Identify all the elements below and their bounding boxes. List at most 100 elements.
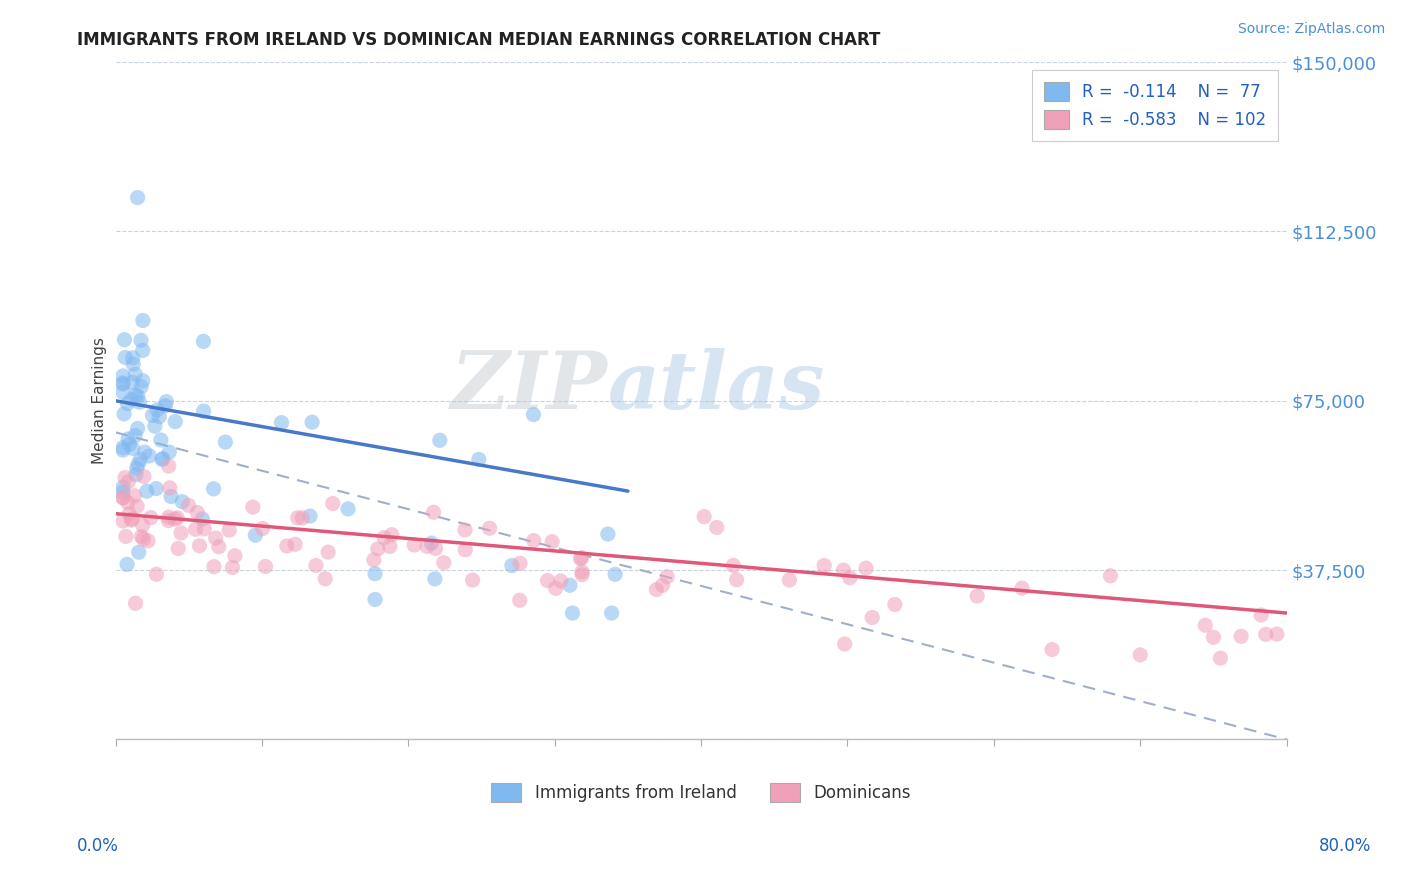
Point	[461, 573, 484, 587]
Point	[725, 573, 748, 587]
Point	[111, 376, 134, 390]
Point	[114, 351, 136, 365]
Point	[132, 469, 155, 483]
Point	[111, 377, 134, 392]
Text: IMMIGRANTS FROM IRELAND VS DOMINICAN MEDIAN EARNINGS CORRELATION CHART: IMMIGRANTS FROM IRELAND VS DOMINICAN MED…	[77, 31, 880, 49]
Text: 0.0%: 0.0%	[77, 837, 120, 855]
Point	[1099, 568, 1122, 582]
Point	[291, 511, 314, 525]
Point	[600, 606, 623, 620]
Point	[114, 333, 136, 347]
Point	[468, 452, 491, 467]
Point	[124, 489, 146, 503]
Point	[651, 578, 673, 592]
Text: Source: ZipAtlas.com: Source: ZipAtlas.com	[1237, 22, 1385, 37]
Point	[111, 385, 134, 400]
Point	[541, 534, 564, 549]
Point	[378, 539, 401, 553]
Point	[364, 592, 387, 607]
Point	[129, 452, 152, 467]
Point	[423, 572, 446, 586]
Point	[132, 343, 155, 358]
Point	[706, 520, 728, 534]
Point	[523, 533, 546, 548]
Point	[186, 506, 208, 520]
Point	[141, 409, 163, 423]
Point	[501, 558, 523, 573]
Point	[193, 334, 215, 349]
Point	[522, 408, 544, 422]
Point	[558, 578, 581, 592]
Point	[150, 452, 173, 467]
Point	[167, 541, 190, 556]
Point	[118, 437, 141, 451]
Point	[1250, 607, 1272, 622]
Point	[129, 530, 152, 544]
Point	[544, 582, 567, 596]
Point	[454, 523, 477, 537]
Point	[832, 563, 855, 577]
Point	[204, 531, 226, 545]
Point	[128, 395, 150, 409]
Point	[117, 396, 139, 410]
Point	[127, 500, 149, 514]
Point	[165, 415, 187, 429]
Point	[416, 539, 439, 553]
Point	[316, 545, 339, 559]
Point	[127, 191, 149, 205]
Point	[115, 558, 138, 572]
Point	[121, 392, 143, 407]
Point	[120, 513, 142, 527]
Point	[159, 481, 181, 495]
Point	[136, 533, 159, 548]
Point	[301, 415, 323, 429]
Point	[855, 561, 877, 575]
Point	[127, 458, 149, 472]
Point	[214, 435, 236, 450]
Point	[149, 433, 172, 447]
Point	[128, 545, 150, 559]
Point	[1129, 648, 1152, 662]
Point	[160, 490, 183, 504]
Point	[860, 610, 883, 624]
Point	[425, 541, 447, 556]
Point	[834, 637, 856, 651]
Point	[1040, 642, 1063, 657]
Point	[252, 522, 274, 536]
Point	[1265, 627, 1288, 641]
Point	[536, 574, 558, 588]
Point	[202, 482, 225, 496]
Point	[111, 485, 134, 500]
Point	[157, 459, 180, 474]
Point	[157, 445, 180, 459]
Point	[509, 593, 531, 607]
Point	[132, 313, 155, 327]
Text: atlas: atlas	[607, 349, 825, 426]
Point	[127, 389, 149, 403]
Point	[121, 512, 143, 526]
Point	[115, 529, 138, 543]
Point	[188, 539, 211, 553]
Point	[569, 552, 592, 566]
Point	[124, 596, 146, 610]
Point	[245, 528, 267, 542]
Text: 80.0%: 80.0%	[1319, 837, 1371, 855]
Point	[202, 559, 225, 574]
Point	[111, 491, 134, 505]
Point	[117, 475, 139, 489]
Point	[118, 507, 141, 521]
Point	[367, 541, 389, 556]
Point	[778, 573, 800, 587]
Point	[337, 502, 360, 516]
Point	[373, 531, 395, 545]
Point	[131, 518, 153, 533]
Point	[454, 542, 477, 557]
Point	[184, 522, 207, 536]
Point	[1230, 629, 1253, 643]
Point	[509, 557, 531, 571]
Point	[138, 449, 160, 463]
Point	[429, 434, 451, 448]
Point	[1254, 627, 1277, 641]
Point	[208, 540, 231, 554]
Point	[152, 451, 174, 466]
